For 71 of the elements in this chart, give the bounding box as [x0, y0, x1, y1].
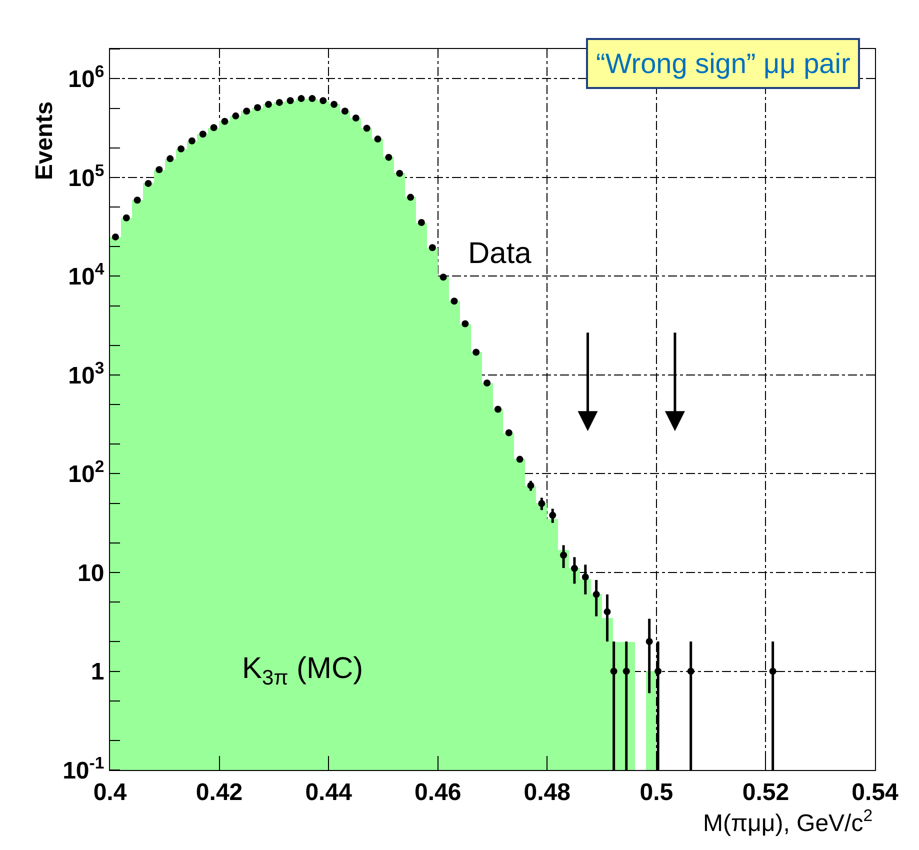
point: [484, 379, 491, 386]
point: [320, 97, 327, 104]
point: [769, 668, 776, 675]
point: [264, 100, 272, 108]
point: [592, 590, 600, 598]
point: [178, 145, 185, 152]
point: [462, 320, 469, 328]
point: [298, 95, 305, 102]
point: [286, 97, 294, 104]
point: [582, 574, 589, 581]
point: [440, 274, 447, 281]
point: [330, 100, 338, 108]
point: [516, 456, 524, 463]
point: [276, 98, 283, 106]
series-label: K$_{3π}$ (MC): [242, 652, 364, 690]
point: [385, 154, 392, 161]
y-tick-label: 10$^{2}$: [68, 457, 104, 488]
point: [112, 233, 119, 240]
point: [610, 668, 618, 675]
point: [144, 180, 152, 187]
x-tick-label: 0.54: [852, 778, 900, 806]
point: [199, 130, 206, 138]
point: [646, 638, 653, 646]
point: [687, 668, 694, 675]
y-tick-label: 10: [77, 560, 104, 587]
point: [505, 429, 512, 436]
point: [308, 95, 316, 102]
x-axis-title: M(πμμ), GeV/c$^{2}$: [703, 806, 873, 838]
x-tick-label: 0.48: [524, 778, 570, 806]
point: [363, 124, 370, 132]
point: [374, 136, 382, 143]
point: [604, 608, 611, 616]
point: [221, 118, 228, 125]
point: [166, 155, 174, 162]
point: [232, 112, 240, 120]
x-tick-label: 0.5: [640, 778, 674, 806]
point: [210, 124, 218, 132]
y-tick-label: 10$^{4}$: [68, 260, 105, 291]
annotation: “Wrong sign” μμ pair: [596, 48, 850, 79]
y-tick-label: 10$^{5}$: [68, 160, 104, 192]
point: [122, 214, 130, 222]
point: [407, 194, 414, 201]
point: [341, 108, 348, 115]
point: [549, 512, 556, 519]
y-tick-label: 10$^{6}$: [68, 62, 104, 94]
y-tick-label: 10$^{3}$: [68, 358, 104, 390]
point: [494, 406, 502, 413]
point: [472, 348, 480, 356]
point: [560, 552, 568, 559]
point: [418, 219, 425, 226]
x-tick-label: 0.46: [414, 778, 462, 806]
y-tick-label: 1: [90, 658, 104, 686]
point: [538, 500, 546, 507]
point: [134, 196, 141, 204]
series-label: Data: [468, 237, 532, 270]
point: [428, 244, 436, 252]
point: [156, 166, 163, 174]
x-tick-label: 0.42: [196, 778, 243, 806]
point: [352, 114, 360, 122]
y-axis-title: Events: [31, 101, 58, 180]
point: [654, 668, 662, 675]
point: [450, 298, 458, 305]
point: [243, 108, 250, 115]
x-tick-label: 0.44: [305, 778, 353, 806]
point: [527, 482, 534, 490]
x-tick-label: 0.52: [742, 778, 790, 806]
point: [622, 668, 630, 675]
point: [254, 104, 262, 112]
point: [570, 564, 578, 572]
point: [396, 170, 404, 177]
point: [188, 137, 196, 144]
